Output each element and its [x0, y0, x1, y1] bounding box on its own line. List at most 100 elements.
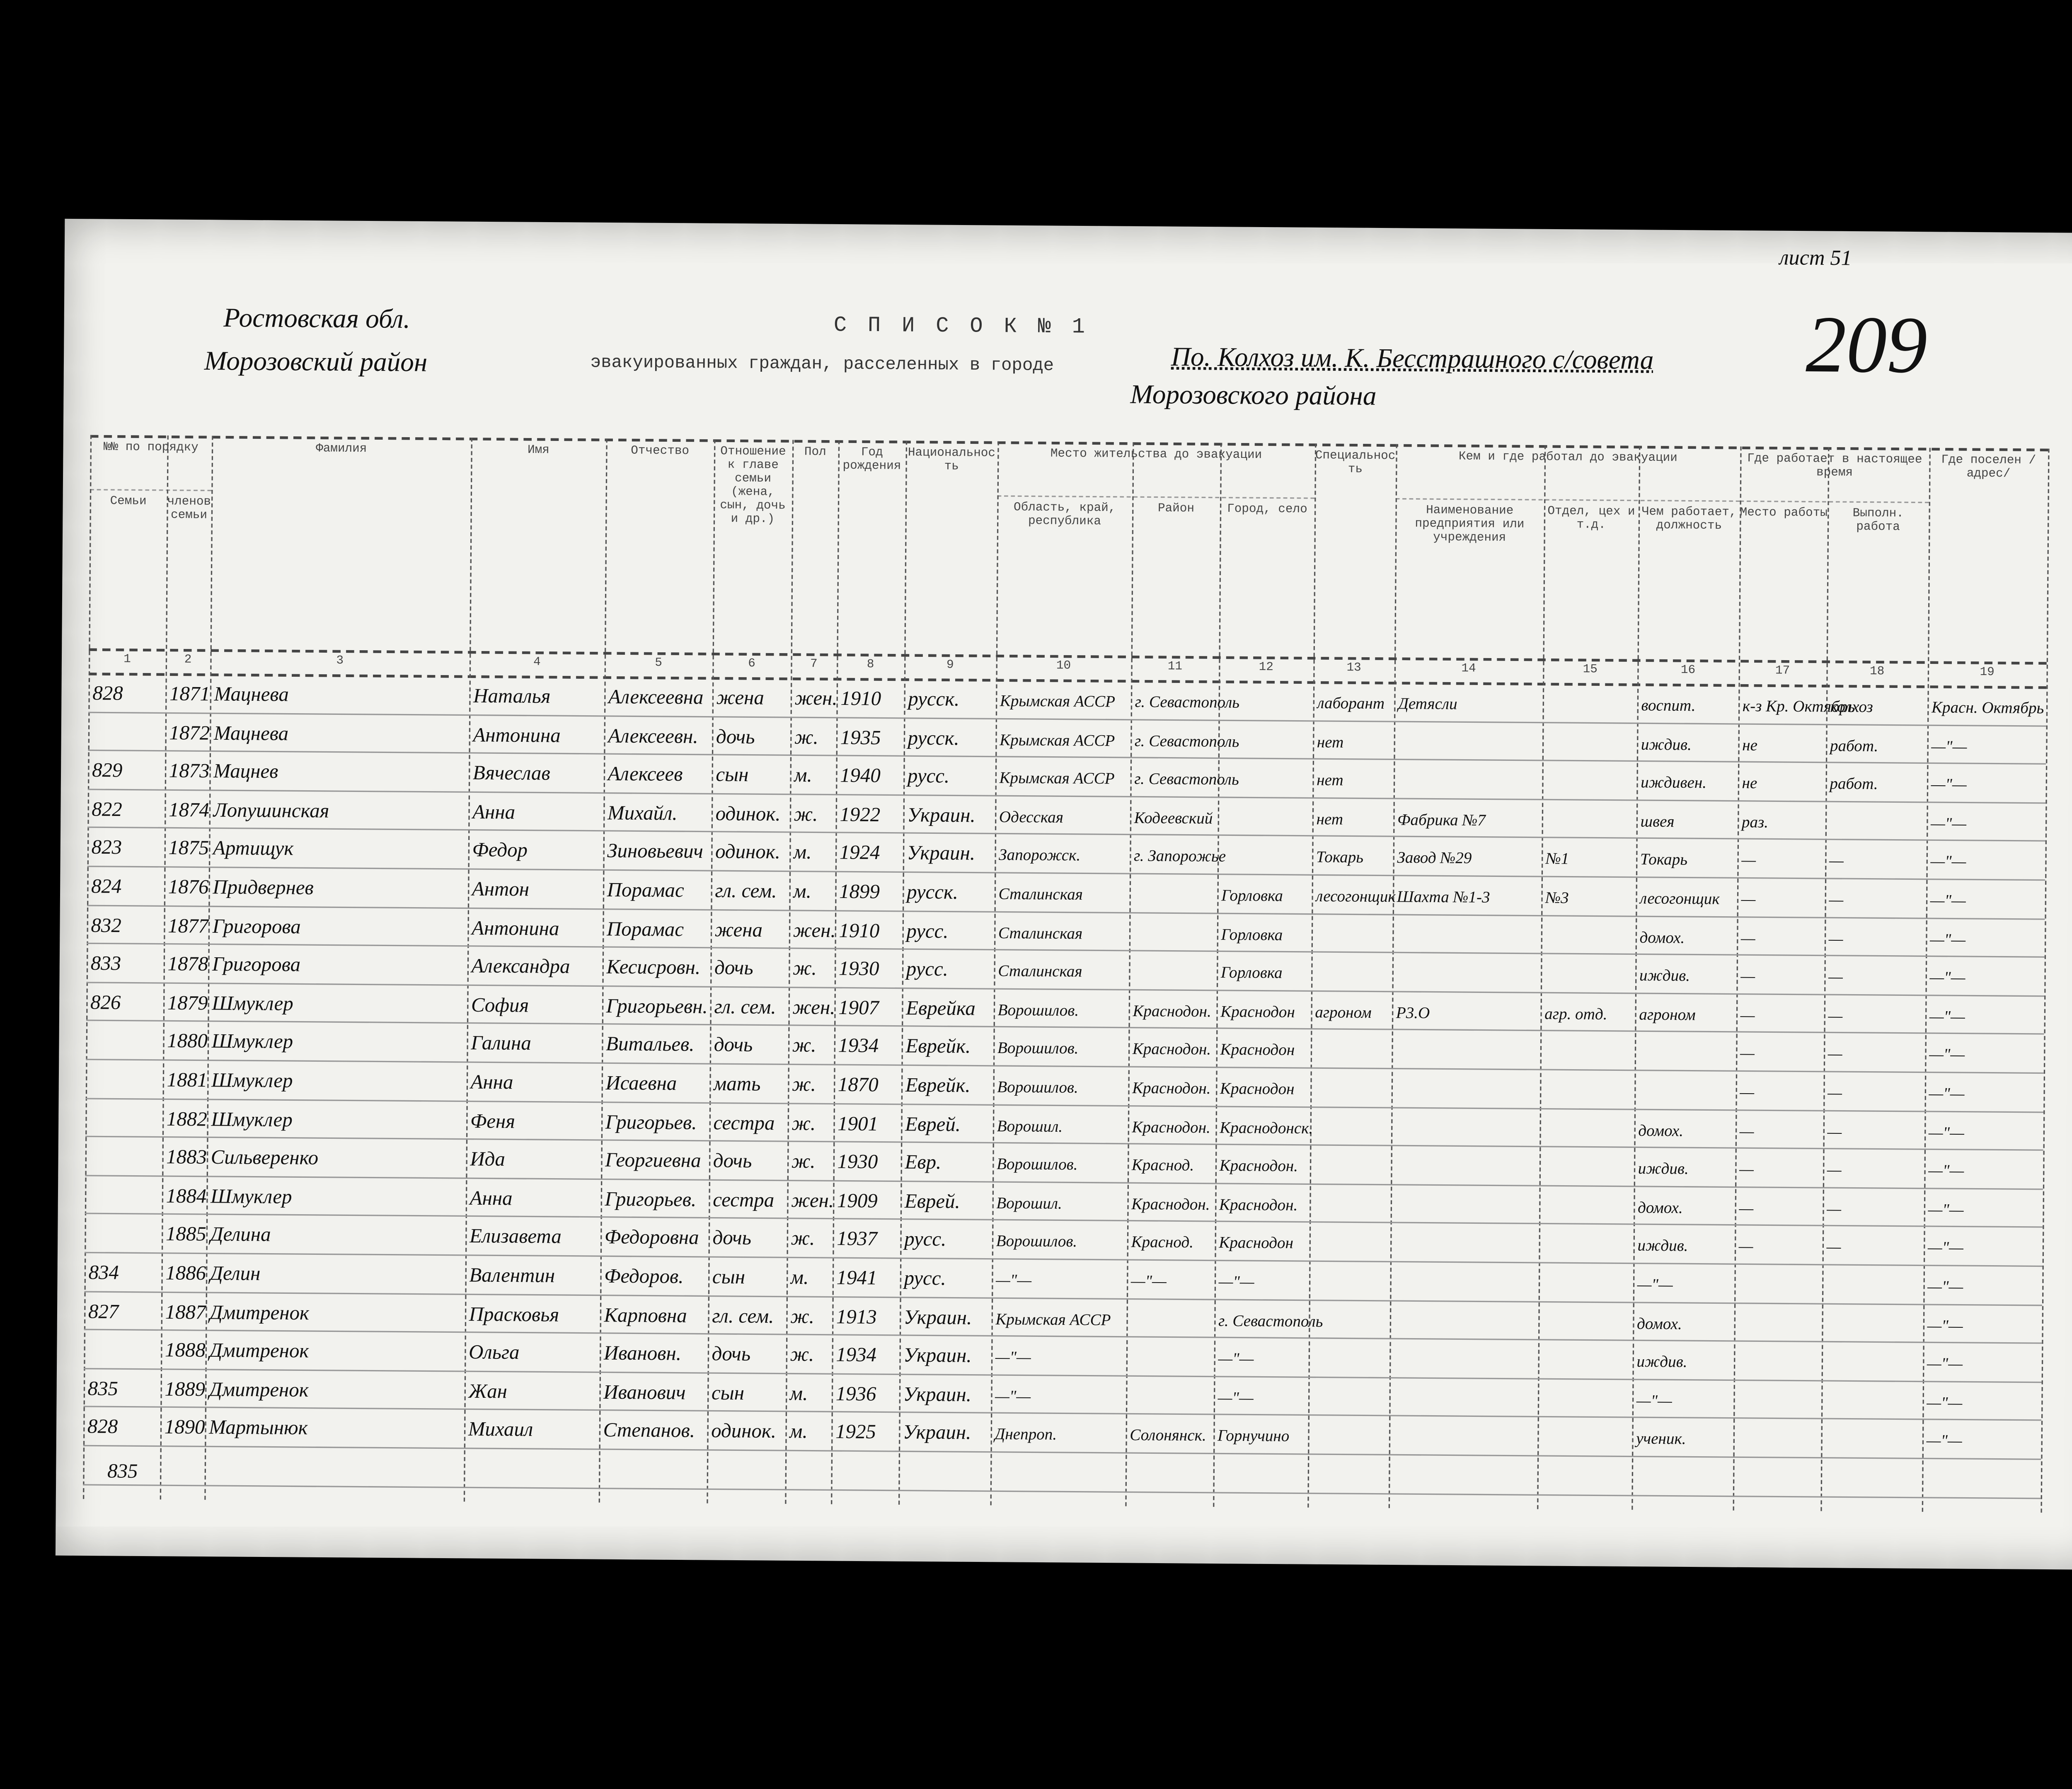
cell-region: —"—	[995, 1347, 1031, 1367]
column-number: 15	[1583, 663, 1598, 677]
cell-region: Сталинская	[998, 884, 1083, 904]
cell-year: 1910	[839, 920, 880, 942]
cell-town: Краснодон.	[1219, 1156, 1298, 1176]
cell-sex: ж.	[792, 1074, 816, 1097]
cell-region: Крымская АССР	[999, 768, 1115, 788]
cell-enterprise: Шахта №1-3	[1397, 887, 1490, 907]
cell-year: 1899	[839, 881, 880, 904]
cell-year: 1901	[838, 1113, 879, 1135]
cell-district: г. Севастополь	[1134, 769, 1239, 789]
cell-district: Краснодон.	[1132, 1039, 1211, 1059]
cell-year: 1940	[840, 766, 881, 788]
cell-family-no: 834	[88, 1262, 119, 1285]
cell-surname: Шмуклер	[211, 1031, 293, 1054]
cell-relation: сын	[716, 765, 749, 787]
cell-patronymic: Иванович	[603, 1382, 686, 1404]
column-header: членов семьи	[167, 495, 211, 523]
cell-name: Анна	[472, 802, 516, 824]
cell-region: Ворошилов.	[996, 1232, 1077, 1252]
column-header: Пол	[804, 445, 826, 459]
cell-nationality: Евр.	[905, 1152, 942, 1174]
cell-surname: Дмитренок	[209, 1302, 310, 1324]
column-number: 3	[336, 654, 344, 668]
cell-address: —"—	[1930, 891, 1966, 910]
cell-name: Галина	[471, 1034, 531, 1056]
cell-family-no: 822	[92, 799, 122, 821]
cell-no: 1874	[168, 800, 210, 822]
cell-sex: м.	[794, 765, 812, 787]
cell-sex: ж.	[792, 1036, 816, 1058]
cell-no: 1872	[169, 722, 210, 745]
column-header: Отдел, цех и т.д.	[1547, 504, 1635, 532]
cell-no: 1877	[167, 915, 209, 938]
column-header: Где поселен /адрес/	[1941, 453, 2036, 481]
cell-sex: м.	[793, 881, 811, 903]
column-header: Имя	[527, 443, 549, 457]
cell-sex: м.	[789, 1422, 808, 1444]
cell-work-place: раз.	[1741, 812, 1769, 831]
cell-no: 1889	[165, 1379, 206, 1401]
cell-district: Краснод.	[1131, 1232, 1194, 1252]
column-number: 11	[1167, 660, 1183, 674]
cell-patronymic: Кесисровн.	[606, 957, 701, 980]
cell-patronymic: Алексеевна	[608, 687, 704, 709]
cell-family-no: 828	[87, 1417, 118, 1439]
cell-nationality: Украин.	[907, 805, 975, 827]
cell-region: Ворошилов.	[997, 1039, 1079, 1058]
cell-year: 1907	[838, 997, 879, 1020]
column-number: 16	[1680, 663, 1696, 677]
cell-work-done: —	[1828, 1006, 1843, 1025]
cell-no: 1879	[167, 993, 208, 1015]
cell-specialty: Токарь	[1316, 847, 1364, 867]
cell-surname: Мацнев	[213, 761, 278, 784]
cell-sex: ж.	[794, 727, 818, 749]
cell-family-no: 827	[88, 1301, 119, 1323]
cell-enterprise: Детясли	[1398, 694, 1457, 714]
column-number: 6	[748, 657, 755, 671]
cell-year: 1913	[836, 1306, 877, 1329]
cell-name: Антонина	[473, 724, 561, 747]
column-header: Город, село	[1227, 502, 1307, 517]
cell-surname: Дмитренок	[209, 1379, 309, 1402]
cell-district: Краснодон.	[1132, 1078, 1211, 1098]
cell-position: домох.	[1636, 1313, 1682, 1333]
cell-region: Ворошил.	[997, 1116, 1063, 1135]
column-number: 10	[1056, 659, 1071, 673]
cell-address: —"—	[1927, 1392, 1963, 1412]
column-number: 14	[1461, 662, 1476, 676]
cell-relation: дочь	[712, 1344, 751, 1366]
cell-family-no: 824	[91, 876, 122, 898]
cell-relation: одинок.	[711, 1421, 777, 1444]
title: С П И С О К № 1	[833, 313, 1089, 339]
cell-year: 1922	[840, 804, 881, 827]
cell-position: домох.	[1637, 1197, 1683, 1217]
cell-town: г. Севастополь	[1218, 1310, 1323, 1330]
cell-nationality: Украин.	[903, 1307, 972, 1329]
cell-district: Кодеевский	[1134, 808, 1213, 828]
cell-patronymic: Алексеевн.	[608, 726, 698, 748]
cell-town: Краснодон	[1220, 1001, 1295, 1021]
sheet-note: лист 51	[1779, 247, 1852, 271]
column-number: 12	[1259, 660, 1274, 674]
cell-town: Горнучино	[1217, 1426, 1290, 1446]
cell-position: ученик.	[1636, 1429, 1686, 1449]
column-header: Фамилия	[316, 442, 367, 456]
cell-patronymic: Григорьев.	[605, 1189, 697, 1211]
cell-name: Феня	[470, 1111, 516, 1133]
cell-no: 1885	[165, 1225, 206, 1247]
cell-patronymic: Порамас	[607, 880, 684, 903]
cell-address: Красн. Октябрь	[1931, 697, 2044, 717]
cell-name: Жан	[468, 1381, 508, 1403]
cell-year: 1936	[835, 1384, 876, 1406]
cell-sex: ж.	[790, 1345, 814, 1367]
column-header: Наименование предприятия или учреждения	[1415, 504, 1525, 545]
column-number: 8	[867, 658, 874, 672]
cell-work-place: —	[1739, 1198, 1754, 1218]
row-rule	[83, 1445, 2041, 1460]
cell-region: Крымская АССР	[1000, 729, 1115, 750]
cell-name: Прасковья	[469, 1304, 559, 1327]
cell-district: —"—	[1130, 1271, 1167, 1291]
cell-name: София	[471, 995, 529, 1017]
